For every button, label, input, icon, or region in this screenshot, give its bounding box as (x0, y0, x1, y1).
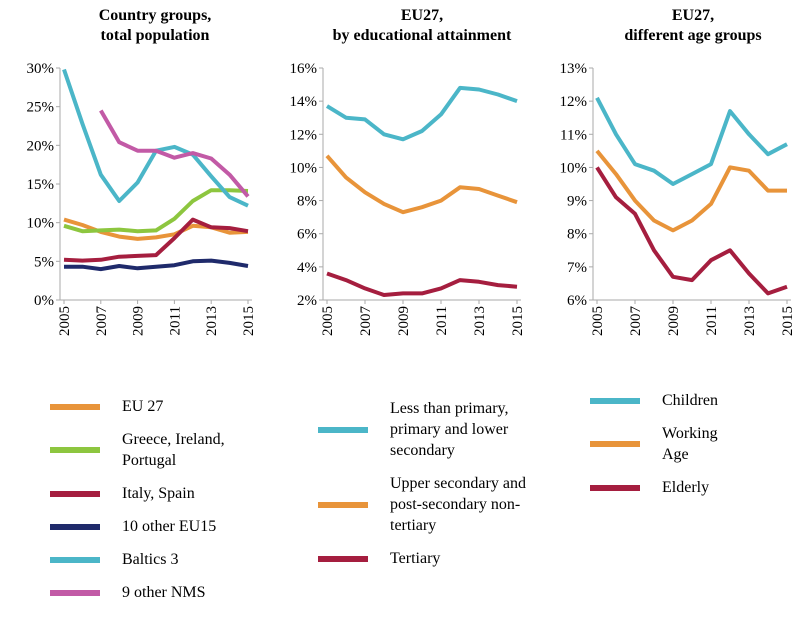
legend-item: Greece, Ireland, Portugal (50, 429, 225, 471)
legend-item: Less than primary, primary and lower sec… (318, 398, 526, 461)
panel-title: EU27, by educational attainment (332, 7, 512, 44)
y-tick-label: 10% (290, 160, 318, 176)
legend: Less than primary, primary and lower sec… (318, 398, 526, 569)
legend-label: Children (662, 392, 718, 409)
legend-swatch (50, 447, 100, 453)
y-tick-label: 6% (297, 227, 317, 243)
legend-swatch (50, 490, 100, 497)
legend: EU 27 Greece, Ireland, Portugal Italy, Spa… (50, 396, 225, 603)
legend-swatch (590, 441, 640, 447)
y-tick-label: 13% (560, 61, 588, 77)
legend-swatch (50, 556, 100, 563)
x-tick-label: 2009 (131, 306, 147, 336)
x-tick-label: 2011 (704, 306, 720, 335)
legend-item: Upper secondary and post-secondary non- … (318, 473, 526, 536)
legend-swatch (590, 397, 640, 404)
x-tick-label: 2015 (780, 306, 796, 336)
y-tick-label: 8% (567, 227, 587, 243)
legend-item: Tertiary (318, 548, 526, 569)
legend-label: Greece, Ireland, Portugal (122, 431, 225, 469)
legend-label: Italy, Spain (122, 485, 195, 502)
y-tick-label: 11% (560, 127, 587, 143)
x-tick-label: 2007 (628, 306, 644, 337)
series-line (326, 271, 518, 297)
x-tick-label: 2013 (204, 306, 220, 336)
y-tick-label: 12% (290, 127, 318, 143)
legend-item: Children (590, 390, 718, 411)
x-tick-label: 2015 (510, 306, 526, 336)
y-tick-label: 10% (560, 160, 588, 176)
x-tick-label: 2007 (94, 306, 110, 337)
y-tick-label: 15% (27, 177, 55, 193)
legend-swatch (590, 484, 640, 491)
series-line (63, 188, 249, 234)
y-tick-label: 6% (567, 293, 587, 309)
legend: Children Working Age Elderly (590, 390, 718, 498)
legend-label: EU 27 (122, 398, 164, 415)
x-tick-label: 2013 (742, 306, 758, 336)
y-tick-label: 2% (297, 293, 317, 309)
x-tick-label: 2015 (241, 306, 257, 336)
x-tick-label: 2009 (666, 306, 682, 336)
series-line (325, 85, 518, 142)
y-tick-label: 8% (297, 194, 317, 210)
legend-item: Elderly (590, 477, 718, 498)
legend-item: Baltics 3 (50, 549, 225, 570)
y-tick-label: 12% (560, 94, 588, 110)
y-tick-label: 30% (27, 61, 55, 77)
x-tick-label: 2011 (434, 306, 450, 335)
legend-item: EU 27 (50, 396, 225, 417)
legend-swatch (318, 501, 368, 508)
y-tick-label: 10% (27, 216, 55, 232)
x-tick-label: 2007 (358, 306, 374, 337)
series-line (595, 96, 788, 186)
y-tick-label: 7% (567, 260, 587, 276)
y-tick-label: 20% (27, 138, 55, 154)
y-tick-label: 4% (297, 260, 317, 276)
panel-title: EU27, different age groups (624, 7, 762, 44)
y-tick-label: 0% (34, 293, 54, 309)
series-line (64, 258, 249, 272)
legend-label: Upper secondary and post-secondary non- … (390, 475, 526, 534)
y-tick-label: 16% (290, 61, 318, 77)
legend-label: Tertiary (390, 550, 441, 567)
series-line (595, 149, 787, 233)
series-line (595, 166, 788, 296)
y-tick-label: 14% (290, 94, 318, 110)
legend-swatch (50, 403, 100, 410)
y-tick-label: 9% (567, 194, 587, 210)
x-tick-label: 2005 (320, 306, 336, 336)
x-tick-label: 2005 (590, 306, 606, 336)
x-tick-label: 2009 (396, 306, 412, 336)
legend-swatch (318, 555, 368, 562)
legend-label: Working Age (662, 425, 718, 463)
legend-swatch (50, 589, 100, 596)
legend-swatch (50, 523, 100, 530)
legend-label: Less than primary, primary and lower sec… (390, 400, 509, 459)
legend-label: 10 other EU15 (122, 518, 217, 535)
series-line (63, 217, 249, 263)
series-line (99, 109, 250, 198)
x-tick-label: 2005 (57, 306, 73, 336)
series-line (325, 154, 518, 215)
series-line (62, 68, 249, 208)
legend-item: 10 other EU15 (50, 516, 225, 537)
legend-label: 9 other NMS (122, 584, 206, 601)
y-tick-label: 25% (27, 100, 55, 116)
y-tick-label: 5% (34, 254, 54, 270)
legend-item: Italy, Spain (50, 483, 225, 504)
legend-label: Baltics 3 (122, 551, 179, 568)
x-tick-label: 2013 (472, 306, 488, 336)
legend-swatch (318, 426, 368, 433)
legend-item: 9 other NMS (50, 582, 225, 603)
legend-item: Working Age (590, 423, 718, 465)
legend-label: Elderly (662, 479, 710, 496)
x-tick-label: 2011 (167, 306, 183, 335)
panel-title: Country groups, total population (98, 7, 212, 44)
